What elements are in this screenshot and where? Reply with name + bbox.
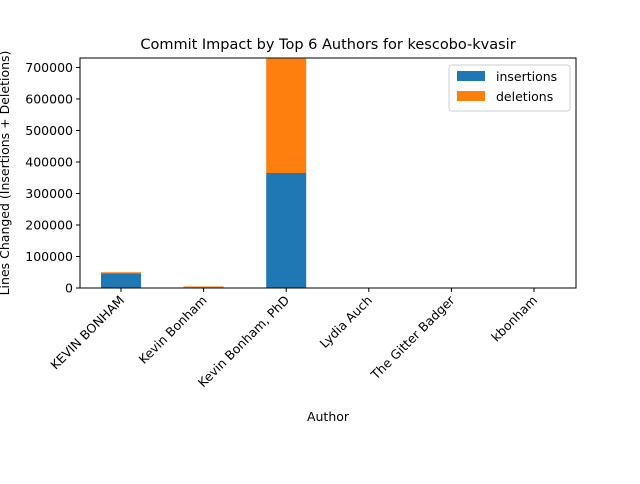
- y-tick-label: 300000: [25, 186, 73, 201]
- y-tick-label: 400000: [25, 154, 73, 169]
- y-axis-label: Lines Changed (Insertions + Deletions): [0, 51, 12, 296]
- y-tick-label: 700000: [25, 60, 73, 75]
- bar-insertions-2: [266, 173, 306, 288]
- bar-deletions-1: [184, 286, 224, 287]
- y-tick-label: 200000: [25, 217, 73, 232]
- y-tick-label: 0: [65, 281, 73, 296]
- legend-swatch-deletions: [457, 91, 485, 101]
- legend-label-deletions: deletions: [496, 89, 553, 104]
- x-axis-label: Author: [307, 409, 350, 424]
- y-tick-label: 600000: [25, 91, 73, 106]
- bar-insertions-0: [101, 274, 141, 288]
- legend-swatch-insertions: [457, 71, 485, 81]
- legend-label-insertions: insertions: [496, 69, 557, 84]
- legend: insertions deletions: [449, 65, 570, 111]
- y-tick-label: 100000: [25, 249, 73, 264]
- bar-deletions-2: [266, 59, 306, 173]
- y-tick-label: 500000: [25, 123, 73, 138]
- bar-deletions-0: [101, 272, 141, 273]
- chart-title: Commit Impact by Top 6 Authors for kesco…: [140, 37, 515, 53]
